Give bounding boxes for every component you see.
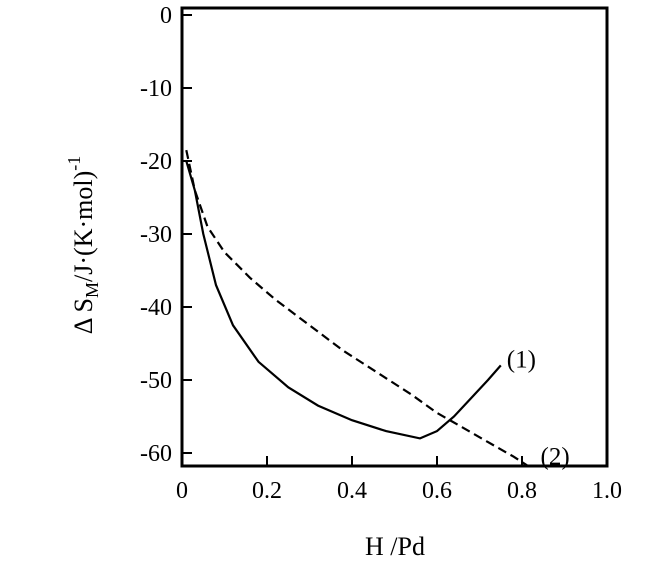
- plot-area: [180, 6, 609, 468]
- y-tick-label: -40: [140, 295, 172, 321]
- series-label-2: (2): [541, 444, 570, 471]
- series-line-1: [185, 160, 502, 440]
- series-lines: [185, 149, 531, 466]
- series-label-1: (1): [507, 346, 536, 373]
- y-tick-label: -60: [140, 441, 172, 467]
- y-tick-label: -10: [140, 76, 172, 102]
- series-labels: (1) (2): [507, 346, 570, 470]
- x-tick-label: 0.2: [252, 478, 282, 504]
- y-axis-title-superscript: -1: [64, 156, 84, 171]
- x-axis-title: H /Pd: [365, 532, 425, 561]
- x-axis: 0 0.2 0.4 0.6 0.8 1.0: [176, 456, 622, 504]
- x-tick-label: 0.8: [507, 478, 537, 504]
- y-axis: 0 -10 -20 -30 -40 -50 -60: [140, 3, 192, 467]
- y-tick-label: -30: [140, 222, 172, 248]
- y-axis-title-subscript: M: [82, 282, 102, 298]
- y-tick-label: -20: [140, 149, 172, 175]
- y-tick-label: 0: [160, 3, 172, 29]
- plot-border: [180, 6, 609, 468]
- y-axis-title: Δ SM/J·(K·mol)-1: [64, 156, 102, 334]
- x-tick-label: 0: [176, 478, 188, 504]
- x-tick-label: 0.4: [337, 478, 367, 504]
- series-line-2: [185, 149, 531, 466]
- y-axis-title-rest: /J·(K·mol): [69, 171, 98, 282]
- y-axis-title-main: Δ S: [69, 298, 98, 334]
- y-tick-label: -50: [140, 368, 172, 394]
- x-tick-label: 0.6: [422, 478, 452, 504]
- x-tick-label: 1.0: [592, 478, 622, 504]
